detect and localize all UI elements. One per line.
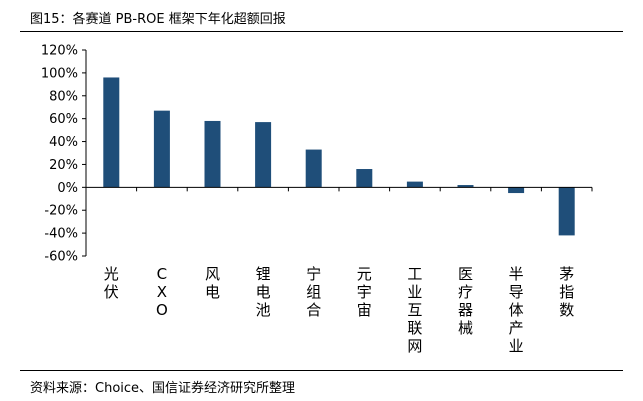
y-tick-label: 40% bbox=[49, 135, 78, 150]
category-label: 宁组合 bbox=[306, 265, 321, 319]
y-tick-label: 0% bbox=[57, 181, 78, 196]
category-label: 半导体产业 bbox=[509, 265, 524, 355]
category-label: 光伏 bbox=[104, 265, 119, 301]
bar bbox=[153, 110, 170, 188]
y-tick-label: 20% bbox=[49, 158, 78, 173]
y-tick-label: 80% bbox=[49, 89, 78, 104]
bar-series bbox=[103, 77, 575, 236]
bar bbox=[204, 120, 221, 188]
bar bbox=[508, 187, 525, 194]
bar bbox=[255, 122, 272, 188]
source-rule bbox=[20, 370, 623, 371]
bar bbox=[356, 169, 373, 188]
bar bbox=[103, 77, 120, 188]
y-tick-label: 120% bbox=[41, 44, 78, 59]
category-label: 锂电池 bbox=[256, 265, 271, 319]
bar bbox=[457, 185, 474, 188]
figure-title: 图15：各赛道 PB-ROE 框架下年化超额回报 bbox=[30, 12, 286, 27]
y-tick-label: 60% bbox=[49, 112, 78, 127]
bar bbox=[558, 187, 575, 236]
y-axis: 120% 100% 80% 60% 40% 20% 0% -20% -40% -60% bbox=[41, 44, 86, 265]
y-tick-label: -40% bbox=[44, 227, 78, 242]
y-tick-label: -20% bbox=[44, 204, 78, 219]
title-rule bbox=[20, 31, 623, 32]
y-tick-label: 100% bbox=[41, 66, 78, 81]
category-label: 风电 bbox=[205, 265, 220, 301]
axes bbox=[85, 50, 593, 256]
category-label: 医疗器械 bbox=[458, 265, 473, 337]
bar bbox=[305, 149, 322, 188]
source-note: 资料来源：Choice、国信证券经济研究所整理 bbox=[30, 381, 296, 396]
category-label: 元宇宙 bbox=[357, 265, 372, 319]
x-axis: 光伏 C X O 风电 锂电池 宁组合 元宇宙 工业互联网 医疗器械 半导体产业 茅指数 bbox=[104, 265, 574, 355]
y-tick-label: -60% bbox=[44, 250, 78, 265]
category-label: 工业互联网 bbox=[407, 265, 422, 355]
category-label: 茅指数 bbox=[559, 265, 574, 319]
bar bbox=[406, 181, 423, 188]
